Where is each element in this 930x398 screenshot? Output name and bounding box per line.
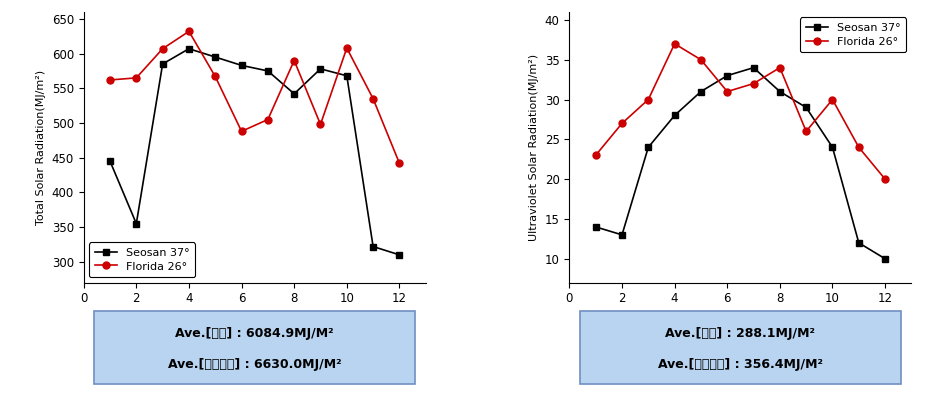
Florida 26° xyxy=(262,117,273,122)
Seosan 37° xyxy=(591,224,602,229)
Seosan 37° xyxy=(288,92,299,96)
FancyBboxPatch shape xyxy=(94,311,416,384)
Seosan 37° xyxy=(775,89,786,94)
Seosan 37° xyxy=(262,68,273,73)
Legend: Seosan 37°, Florida 26°: Seosan 37°, Florida 26° xyxy=(89,242,195,277)
Seosan 37° xyxy=(315,66,326,71)
Seosan 37° xyxy=(617,232,628,237)
Line: Seosan 37°: Seosan 37° xyxy=(107,45,403,258)
Florida 26° xyxy=(643,97,654,102)
Florida 26° xyxy=(367,96,379,101)
Seosan 37° xyxy=(131,221,142,226)
Text: Ave.[플로리다] : 356.4MJ/M²: Ave.[플로리다] : 356.4MJ/M² xyxy=(658,358,823,371)
Florida 26° xyxy=(880,177,891,181)
Seosan 37° xyxy=(393,252,405,257)
Florida 26° xyxy=(157,46,168,51)
Seosan 37° xyxy=(367,244,379,249)
Florida 26° xyxy=(696,57,707,62)
Florida 26° xyxy=(722,89,733,94)
X-axis label: Month: Month xyxy=(230,311,280,325)
Seosan 37° xyxy=(669,113,680,118)
Text: Ave.[서산] : 288.1MJ/M²: Ave.[서산] : 288.1MJ/M² xyxy=(665,327,816,340)
Line: Seosan 37°: Seosan 37° xyxy=(592,64,888,262)
Seosan 37° xyxy=(157,62,168,66)
Florida 26° xyxy=(183,29,194,34)
Y-axis label: Total Solar Radiation(MJ/m²): Total Solar Radiation(MJ/m²) xyxy=(36,70,47,225)
Seosan 37° xyxy=(104,159,115,164)
Seosan 37° xyxy=(236,63,247,68)
Seosan 37° xyxy=(696,89,707,94)
X-axis label: Month: Month xyxy=(715,311,765,325)
Florida 26° xyxy=(591,153,602,158)
Text: Ave.[플로리다] : 6630.0MJ/M²: Ave.[플로리다] : 6630.0MJ/M² xyxy=(168,358,341,371)
Florida 26° xyxy=(748,81,759,86)
Florida 26° xyxy=(801,129,812,134)
Line: Florida 26°: Florida 26° xyxy=(592,40,888,183)
Legend: Seosan 37°, Florida 26°: Seosan 37°, Florida 26° xyxy=(800,18,906,52)
Seosan 37° xyxy=(748,65,759,70)
Florida 26° xyxy=(393,161,405,166)
Seosan 37° xyxy=(341,73,352,78)
Seosan 37° xyxy=(209,55,220,59)
FancyBboxPatch shape xyxy=(579,311,901,384)
Seosan 37° xyxy=(643,145,654,150)
Seosan 37° xyxy=(722,73,733,78)
Text: Ave.[서산] : 6084.9MJ/M²: Ave.[서산] : 6084.9MJ/M² xyxy=(176,327,334,340)
Florida 26° xyxy=(341,46,352,51)
Florida 26° xyxy=(104,78,115,82)
Seosan 37° xyxy=(183,46,194,51)
Florida 26° xyxy=(209,74,220,79)
Florida 26° xyxy=(853,145,864,150)
Seosan 37° xyxy=(827,145,838,150)
Florida 26° xyxy=(775,65,786,70)
Florida 26° xyxy=(617,121,628,126)
Florida 26° xyxy=(288,58,299,63)
Y-axis label: Ultraviolet Solar Radiation(MJ/m²): Ultraviolet Solar Radiation(MJ/m²) xyxy=(529,54,539,241)
Florida 26° xyxy=(236,129,247,134)
Florida 26° xyxy=(827,97,838,102)
Seosan 37° xyxy=(880,256,891,261)
Line: Florida 26°: Florida 26° xyxy=(107,28,403,167)
Florida 26° xyxy=(315,122,326,127)
Seosan 37° xyxy=(801,105,812,110)
Florida 26° xyxy=(669,41,680,46)
Seosan 37° xyxy=(853,240,864,245)
Florida 26° xyxy=(131,76,142,80)
